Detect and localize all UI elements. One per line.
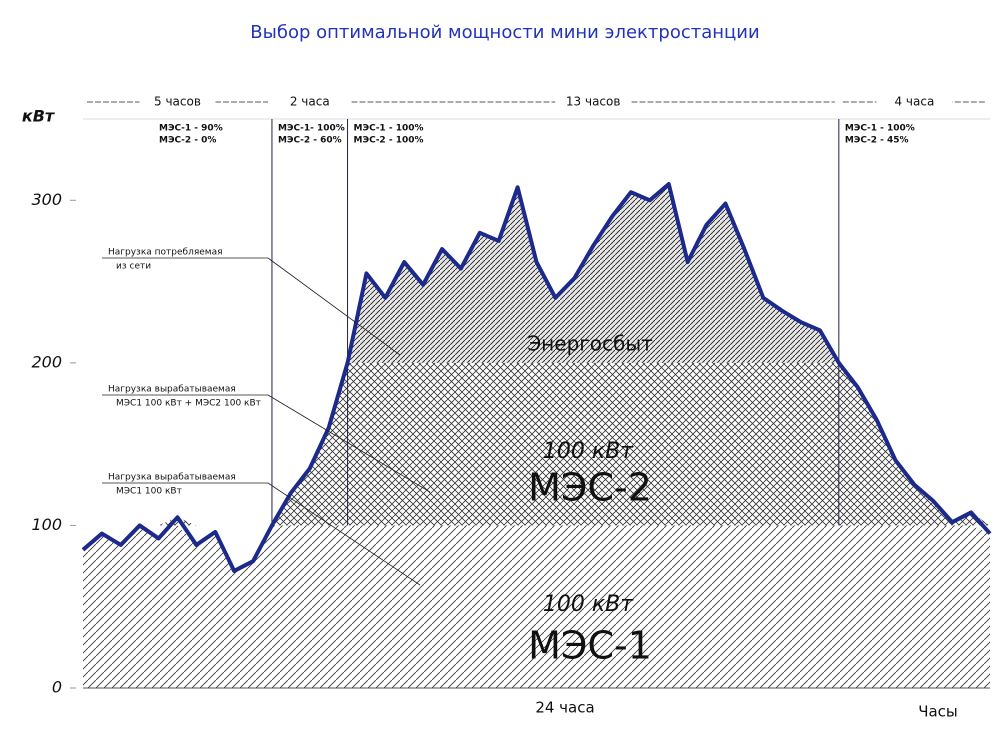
period-label: 13 часов: [566, 95, 621, 109]
callout: Нагрузка потребляемая: [108, 248, 223, 258]
period-label: 5 часов: [154, 95, 201, 109]
callout-leader: [267, 482, 421, 586]
x-unit-label: Часы: [918, 703, 958, 721]
y-tick-label: 300: [31, 190, 62, 209]
period-label: 2 часа: [290, 95, 330, 109]
tier-capacity: 100 кВт: [543, 592, 634, 617]
tier-label: МЭС-1: [528, 624, 652, 668]
mode-label: МЭС-2 - 45%: [845, 136, 909, 146]
period-label-bg: [876, 93, 953, 111]
tier-area: [83, 362, 990, 526]
callout-leader: [267, 394, 431, 493]
y-tick-label: 0: [52, 678, 62, 697]
mode-label: МЭС-2 - 60%: [278, 136, 342, 146]
x-axis-label: 24 часа: [535, 699, 594, 717]
y-tick-label: 200: [31, 352, 62, 371]
callout-leader: [267, 257, 401, 356]
tier-area: [83, 525, 990, 688]
period-label-bg: [271, 93, 348, 111]
callout: Нагрузка вырабатываемая: [108, 385, 236, 395]
y-axis-label: кВт: [22, 107, 56, 126]
callout: из сети: [116, 262, 151, 272]
y-tick-label: 100: [31, 515, 62, 534]
callout: МЭС1 100 кВт + МЭС2 100 кВт: [116, 399, 261, 409]
callout: МЭС1 100 кВт: [116, 487, 182, 497]
tier-capacity: 100 кВт: [543, 439, 634, 464]
tier-area: [83, 184, 990, 363]
period-label: 4 часа: [894, 95, 934, 109]
load-line: [81, 182, 992, 573]
mode-label: МЭС-1 - 100%: [845, 124, 915, 134]
mode-label: МЭС-1 - 90%: [159, 124, 223, 134]
tier-label: Энергосбыт: [527, 332, 653, 356]
chart-title: Выбор оптимальной мощности мини электрос…: [250, 22, 759, 43]
period-label-bg: [139, 93, 216, 111]
mode-label: МЭС-2 - 100%: [354, 136, 424, 146]
mode-label: МЭС-1- 100%: [278, 124, 345, 134]
tier-label: МЭС-2: [528, 466, 652, 510]
callout: Нагрузка вырабатываемая: [108, 473, 236, 483]
mode-label: МЭС-1 - 100%: [354, 124, 424, 134]
mode-label: МЭС-2 - 0%: [159, 136, 216, 146]
period-label-bg: [555, 93, 632, 111]
